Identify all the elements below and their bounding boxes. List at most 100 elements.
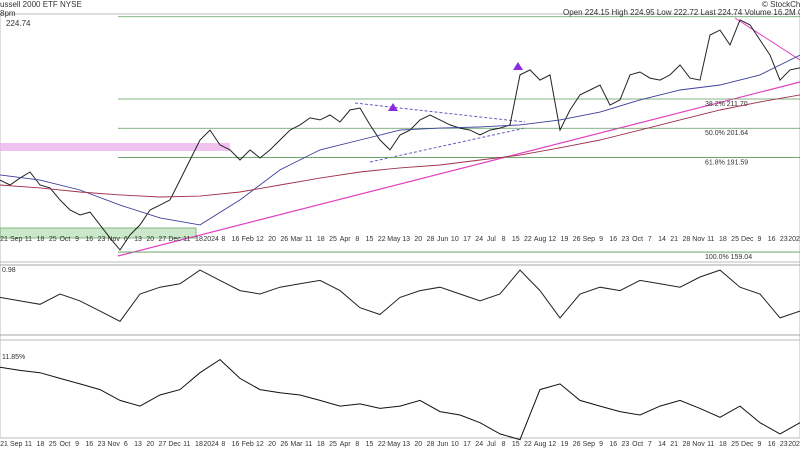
x-tick-label: 15 bbox=[512, 441, 520, 448]
x-tick-label: 14 bbox=[658, 441, 666, 448]
x-tick-label: 13 bbox=[402, 236, 410, 243]
x-tick-label: Mar bbox=[290, 441, 303, 448]
x-tick-label: 23 bbox=[98, 236, 106, 243]
x-tick-label: Dec bbox=[741, 441, 754, 448]
arrow bbox=[388, 103, 398, 111]
x-tick-label: 22 bbox=[524, 236, 532, 243]
oscillator-pane bbox=[0, 261, 800, 341]
x-tick-label: 10 bbox=[451, 441, 459, 448]
x-tick-label: Feb bbox=[242, 236, 254, 243]
x-tick-label: 11 bbox=[183, 441, 190, 448]
x-tick-label: Oct bbox=[59, 441, 70, 448]
x-tick-label: 9 bbox=[75, 441, 79, 448]
x-tick-label: May bbox=[387, 236, 401, 243]
x-tick-label: 23 bbox=[98, 441, 106, 448]
x-tick-label: 18 bbox=[719, 236, 727, 243]
fib-label: 100.0% 159.04 bbox=[705, 254, 752, 261]
x-tick-label: 16 bbox=[85, 236, 93, 243]
series-line bbox=[0, 19, 800, 251]
x-tick-label: Nov bbox=[692, 236, 705, 243]
x-tick-label: 25 bbox=[49, 441, 57, 448]
x-tick-label: 17 bbox=[463, 236, 471, 243]
x-tick-label: 16 bbox=[768, 441, 776, 448]
arrow bbox=[513, 62, 523, 70]
pane-label: 11.85% bbox=[2, 354, 25, 361]
x-tick-label: 25 bbox=[731, 236, 739, 243]
x-tick-label: 12 bbox=[256, 441, 264, 448]
x-tick-label: Nov bbox=[107, 441, 120, 448]
x-tick-label: 9 bbox=[599, 441, 603, 448]
x-tick-label: 16 bbox=[609, 236, 617, 243]
quote: Open 224.15 High 224.95 Low 222.72 Last … bbox=[563, 8, 800, 17]
x-tick-label: 2024 bbox=[203, 236, 219, 243]
fib-label: 38.2% 211.70 bbox=[705, 101, 748, 108]
pane-label: 0.98 bbox=[2, 267, 16, 274]
x-tick-label: Sep bbox=[10, 441, 23, 448]
x-tick-label: 24 bbox=[475, 441, 483, 448]
x-tick-label: Sep bbox=[10, 236, 23, 243]
x-tick-label: Jul bbox=[487, 441, 496, 448]
x-tick-label: 2025 bbox=[788, 236, 800, 243]
x-tick-label: 13 bbox=[134, 441, 142, 448]
x-tick-label: 18 bbox=[37, 441, 45, 448]
x-tick-label: Aug bbox=[534, 236, 547, 243]
support-box bbox=[0, 227, 197, 239]
x-tick-label: 12 bbox=[548, 236, 556, 243]
x-tick-label: Jul bbox=[487, 236, 496, 243]
x-tick-label: 26 bbox=[573, 236, 581, 243]
x-tick-label: 8 bbox=[502, 441, 506, 448]
x-tick-label: Apr bbox=[340, 236, 352, 243]
x-tick-label: 11 bbox=[25, 441, 32, 448]
x-tick-label: 11 bbox=[183, 236, 190, 243]
x-tick-label: 16 bbox=[85, 441, 93, 448]
x-tick-label: 16 bbox=[768, 236, 776, 243]
x-tick-label: 12 bbox=[256, 236, 264, 243]
x-tick-label: 15 bbox=[366, 236, 374, 243]
x-tick-label: Aug bbox=[534, 441, 547, 448]
x-tick-label: 27 bbox=[159, 236, 167, 243]
x-tick-label: 28 bbox=[682, 236, 690, 243]
x-tick-label: 26 bbox=[280, 236, 288, 243]
trend-line bbox=[734, 17, 800, 61]
x-tick-label: 7 bbox=[648, 236, 652, 243]
x-tick-label: 26 bbox=[573, 441, 581, 448]
x-tick-label: Jun bbox=[437, 236, 448, 243]
x-tick-label: 18 bbox=[195, 441, 203, 448]
x-tick-label: 27 bbox=[159, 441, 167, 448]
x-tick-label: 8 bbox=[502, 236, 506, 243]
x-tick-label: 9 bbox=[599, 236, 603, 243]
x-tick-label: Dec bbox=[168, 236, 181, 243]
x-tick-label: 15 bbox=[366, 441, 374, 448]
title: ussell 2000 ETF NYSE bbox=[0, 0, 82, 9]
x-tick-label: 20 bbox=[146, 236, 154, 243]
x-tick-label: Oct bbox=[59, 236, 70, 243]
x-tick-label: 16 bbox=[609, 441, 617, 448]
x-tick-label: Jun bbox=[437, 441, 448, 448]
x-tick-label: 11 bbox=[25, 236, 32, 243]
x-tick-label: Sep bbox=[583, 236, 596, 243]
pattern-line bbox=[354, 102, 526, 123]
x-tick-label: Oct bbox=[632, 441, 643, 448]
series-line bbox=[0, 54, 800, 226]
x-tick-label: 25 bbox=[49, 236, 57, 243]
x-tick-label: Sep bbox=[583, 441, 596, 448]
x-tick-label: 20 bbox=[268, 236, 276, 243]
x-tick-label: 21 bbox=[670, 236, 678, 243]
x-tick-label: 16 bbox=[232, 441, 240, 448]
x-tick-label: 2024 bbox=[203, 441, 219, 448]
x-tick-label: 22 bbox=[378, 441, 386, 448]
x-tick-label: 11 bbox=[707, 236, 714, 243]
x-tick-label: 9 bbox=[757, 236, 761, 243]
x-tick-label: 26 bbox=[280, 441, 288, 448]
x-tick-label: May bbox=[387, 441, 401, 448]
x-tick-label: 13 bbox=[402, 441, 410, 448]
time: 8pm bbox=[0, 9, 16, 18]
x-tick-label: 23 bbox=[780, 441, 788, 448]
x-tick-label: 8 bbox=[221, 236, 225, 243]
x-tick-label: 6 bbox=[124, 441, 128, 448]
x-tick-label: 20 bbox=[268, 441, 276, 448]
x-tick-label: 18 bbox=[317, 441, 325, 448]
x-tick-label: 23 bbox=[780, 236, 788, 243]
relative-pane bbox=[0, 339, 800, 439]
x-tick-label: 24 bbox=[475, 236, 483, 243]
